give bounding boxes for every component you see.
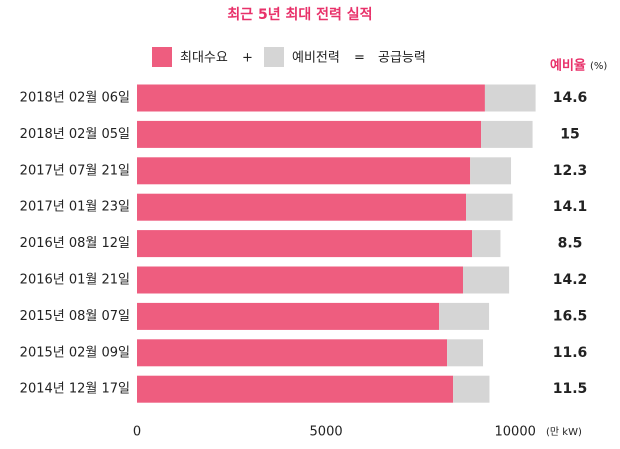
legend-label: 최대수요 bbox=[180, 51, 228, 66]
legend-total: 공급능력 bbox=[378, 51, 426, 66]
x-unit: (만 kW) bbox=[546, 426, 582, 438]
legend-swatch bbox=[264, 47, 284, 67]
bar-segment bbox=[462, 266, 510, 294]
y-tick-label: 2015년 08월 07일 bbox=[20, 309, 130, 324]
ratio-label: 14.6 bbox=[553, 90, 588, 106]
y-tick-label: 2014년 12월 17일 bbox=[20, 382, 130, 397]
ratio-label: 16.5 bbox=[553, 308, 588, 324]
bar-segment bbox=[453, 375, 490, 403]
ratio-label: 12.3 bbox=[553, 163, 588, 179]
bar-segment bbox=[137, 120, 482, 148]
bar-segment bbox=[484, 84, 536, 112]
x-tick-label: 5000 bbox=[310, 425, 343, 440]
ratio-label: 11.5 bbox=[553, 381, 588, 397]
x-tick-label: 10000 bbox=[495, 425, 536, 440]
bar-segment bbox=[472, 230, 501, 258]
x-tick-label: 0 bbox=[133, 425, 141, 440]
y-tick-label: 2017년 07월 21일 bbox=[20, 163, 130, 178]
y-tick-label: 2016년 01월 21일 bbox=[20, 273, 130, 288]
bar-segment bbox=[439, 302, 490, 330]
legend-swatch bbox=[152, 47, 172, 67]
bar-segment bbox=[137, 157, 471, 185]
ratio-title: 예비율 bbox=[550, 58, 586, 74]
chart-title: 최근 5년 최대 전력 실적 bbox=[227, 6, 372, 23]
ratio-label: 15 bbox=[560, 126, 579, 142]
y-tick-label: 2015년 02월 09일 bbox=[20, 345, 130, 360]
ratio-unit: (%) bbox=[590, 61, 607, 72]
y-tick-label: 2018년 02월 05일 bbox=[20, 127, 130, 142]
bar-segment bbox=[137, 84, 485, 112]
bar-segment bbox=[137, 266, 463, 294]
bar-segment bbox=[137, 302, 440, 330]
legend-operator: + bbox=[242, 51, 253, 66]
y-tick-label: 2016년 08월 12일 bbox=[20, 236, 130, 251]
bar-segment bbox=[466, 193, 513, 221]
y-tick-label: 2018년 02월 06일 bbox=[20, 91, 130, 106]
ratio-label: 8.5 bbox=[558, 236, 583, 252]
y-tick-label: 2017년 01월 23일 bbox=[20, 200, 130, 215]
bar-segment bbox=[137, 193, 467, 221]
bar-segment bbox=[137, 230, 473, 258]
legend-operator: = bbox=[354, 51, 365, 66]
bar-segment bbox=[470, 157, 512, 185]
legend-label: 예비전력 bbox=[292, 51, 340, 66]
bar-segment bbox=[447, 339, 484, 367]
bar-segment bbox=[481, 120, 533, 148]
bar-segment bbox=[137, 339, 448, 367]
ratio-label: 14.1 bbox=[553, 199, 588, 215]
bar-segment bbox=[137, 375, 454, 403]
ratio-label: 11.6 bbox=[553, 345, 588, 361]
ratio-label: 14.2 bbox=[553, 272, 588, 288]
